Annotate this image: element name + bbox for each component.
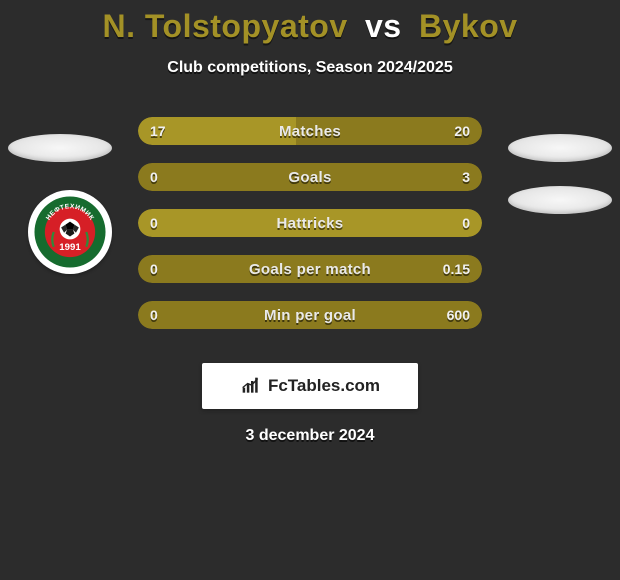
player2-photo-placeholder: [508, 134, 612, 162]
player1-club-logo: НЕФТЕХИМИК 1991: [28, 190, 112, 274]
date-text: 3 december 2024: [0, 427, 620, 445]
player1-photo-placeholder: [8, 134, 112, 162]
stat-row: 0600Min per goal: [138, 301, 482, 329]
club-crest-icon: НЕФТЕХИМИК 1991: [33, 195, 107, 269]
player1-name: N. Tolstopyatov: [102, 8, 347, 44]
stat-label: Matches: [138, 117, 482, 145]
stat-row: 03Goals: [138, 163, 482, 191]
stats-bars: 1720Matches 03Goals 00Hattricks 00.15Goals …: [138, 117, 482, 347]
page-title: N. Tolstopyatov vs Bykov: [0, 0, 620, 45]
stat-label: Hattricks: [138, 209, 482, 237]
stat-label: Min per goal: [138, 301, 482, 329]
stat-label: Goals: [138, 163, 482, 191]
player2-name: Bykov: [419, 8, 518, 44]
stat-row: 00Hattricks: [138, 209, 482, 237]
stat-row: 1720Matches: [138, 117, 482, 145]
club-year-text: 1991: [59, 242, 81, 253]
stat-label: Goals per match: [138, 255, 482, 283]
subtitle: Club competitions, Season 2024/2025: [0, 59, 620, 77]
stat-row: 00.15Goals per match: [138, 255, 482, 283]
player2-club-placeholder: [508, 186, 612, 214]
page-root: N. Tolstopyatov vs Bykov Club competitio…: [0, 0, 620, 580]
chart-icon: [240, 376, 262, 396]
branding-text: FcTables.com: [268, 376, 380, 396]
branding-badge[interactable]: FcTables.com: [202, 363, 418, 409]
vs-text: vs: [365, 8, 402, 44]
